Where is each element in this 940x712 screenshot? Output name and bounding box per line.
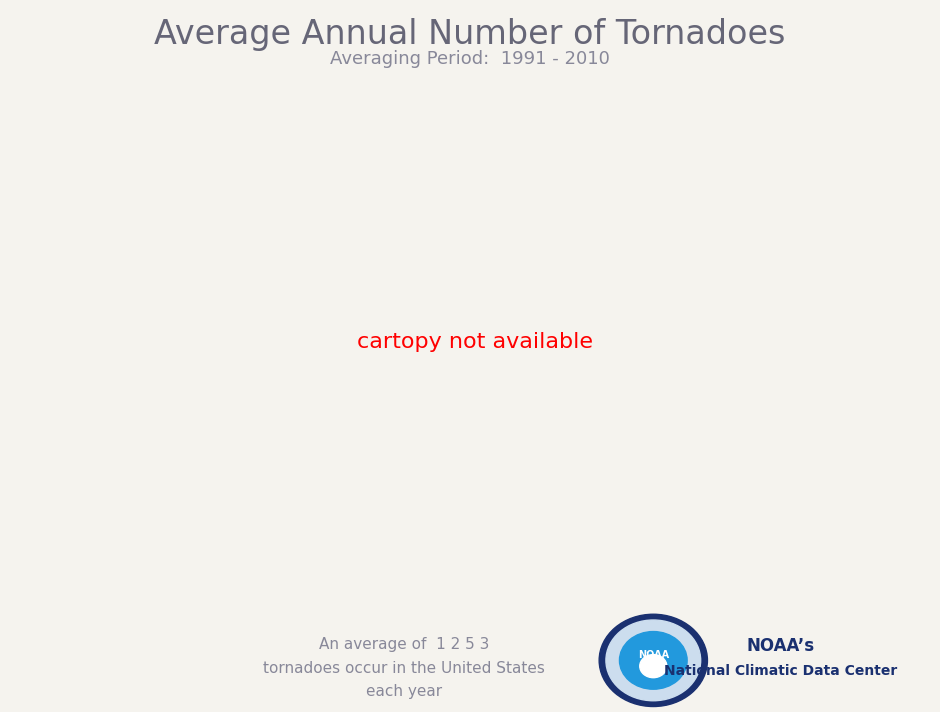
Text: Average Annual Number of Tornadoes: Average Annual Number of Tornadoes (154, 18, 786, 51)
Circle shape (619, 632, 687, 689)
Text: An average of  1 2 5 3: An average of 1 2 5 3 (319, 637, 490, 652)
Text: cartopy not available: cartopy not available (356, 332, 593, 352)
Circle shape (640, 654, 666, 678)
Circle shape (599, 614, 708, 706)
Text: NOAA’s: NOAA’s (746, 637, 814, 655)
Text: NOAA: NOAA (637, 649, 669, 659)
Text: Averaging Period:  1991 - 2010: Averaging Period: 1991 - 2010 (330, 50, 610, 68)
Text: National Climatic Data Center: National Climatic Data Center (664, 664, 897, 678)
Circle shape (606, 620, 700, 701)
Text: tornadoes occur in the United States: tornadoes occur in the United States (263, 661, 545, 676)
Text: each year: each year (367, 684, 442, 699)
